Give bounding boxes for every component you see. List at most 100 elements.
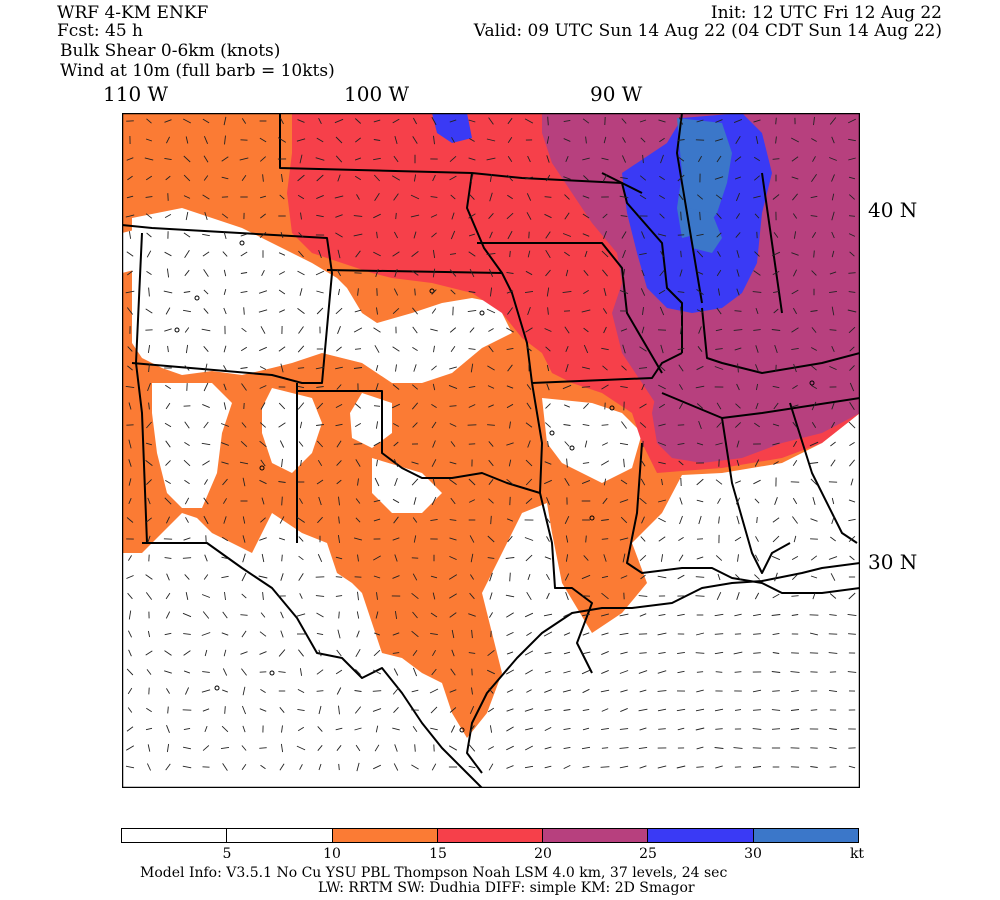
- wind-barb: [640, 288, 646, 296]
- wind-barb: [335, 595, 343, 597]
- wind-barb: [260, 764, 266, 770]
- wind-barb: [223, 649, 227, 657]
- wind-barb: [202, 118, 210, 124]
- wind-barb: [658, 651, 666, 655]
- wind-barb: [223, 498, 227, 504]
- wind-barb: [582, 727, 590, 731]
- wind-barb: [772, 517, 780, 523]
- wind-barb: [183, 650, 191, 656]
- wind-barb: [565, 346, 569, 352]
- wind-barb: [411, 402, 419, 410]
- wind-barb: [581, 366, 591, 370]
- wind-barb: [127, 707, 133, 713]
- wind-barb: [811, 422, 817, 428]
- wind-barb: [639, 194, 647, 200]
- wind-barb: [546, 536, 550, 542]
- colorbar-unit: kt: [849, 846, 865, 862]
- wind-barb: [278, 252, 286, 256]
- wind-barb: [678, 117, 684, 125]
- wind-barb: [224, 135, 226, 145]
- wind-barb: [316, 402, 324, 410]
- wind-barb: [489, 287, 493, 297]
- wind-barb: [603, 478, 607, 486]
- wind-barb: [524, 745, 534, 751]
- wind-barb: [714, 633, 724, 635]
- valid-time: Valid: 09 UTC Sun 14 Aug 22 (04 CDT Sun …: [473, 21, 942, 41]
- wind-barbs: [125, 116, 857, 772]
- wind-barb: [488, 479, 494, 485]
- wind-barb: [412, 517, 418, 523]
- wind-barb: [697, 346, 703, 352]
- wind-barb: [678, 364, 684, 372]
- wind-barb: [772, 385, 780, 389]
- wind-barb: [658, 289, 666, 295]
- wind-barb: [791, 176, 799, 180]
- wind-barb: [337, 174, 341, 182]
- wind-barb: [543, 631, 553, 637]
- wind-barb: [696, 671, 704, 673]
- wind-barb: [412, 726, 418, 732]
- wind-barb: [448, 384, 458, 390]
- wind-barb: [353, 327, 363, 333]
- wind-barb: [373, 327, 381, 333]
- wind-barb: [638, 746, 648, 750]
- wind-barb: [184, 421, 190, 429]
- wind-barb: [146, 517, 152, 523]
- wind-barb: [392, 537, 400, 541]
- wind-barb: [792, 421, 798, 429]
- wind-barb: [201, 328, 211, 332]
- wind-barb: [774, 497, 778, 505]
- wind-barb: [525, 176, 533, 180]
- wind-barb: [430, 612, 438, 618]
- wind-barb: [810, 310, 818, 312]
- wind-barb: [791, 556, 799, 560]
- wind-barb: [259, 479, 267, 485]
- wind-barb: [202, 460, 210, 466]
- wind-barb: [279, 194, 285, 200]
- wind-barb: [392, 652, 400, 654]
- wind-barb: [468, 385, 476, 389]
- wind-barb: [737, 554, 739, 562]
- wind-barb: [562, 290, 572, 294]
- wind-barb: [638, 595, 648, 597]
- wind-barb: [525, 669, 533, 675]
- wind-barb: [488, 404, 494, 408]
- wind-barb: [335, 556, 343, 560]
- wind-barb: [128, 231, 132, 239]
- wind-barb: [755, 383, 759, 391]
- wind-barb: [355, 517, 361, 523]
- wind-barb: [240, 614, 248, 616]
- wind-barb: [395, 212, 397, 220]
- wind-barb: [811, 401, 817, 411]
- wind-barb: [299, 288, 303, 296]
- wind-barb: [581, 479, 591, 485]
- wind-barb: [240, 233, 248, 237]
- weak-shear-patch: [152, 383, 232, 508]
- wind-barb: [657, 499, 667, 503]
- wind-barb: [679, 325, 683, 335]
- wind-barb: [373, 764, 381, 770]
- wind-barb: [373, 499, 381, 503]
- wind-barb: [318, 705, 322, 715]
- wind-barb: [126, 251, 134, 257]
- wind-barb: [581, 669, 591, 675]
- wind-barb: [566, 458, 568, 468]
- wind-barb: [165, 440, 171, 448]
- wind-barb: [639, 119, 647, 123]
- wind-barb: [223, 269, 227, 277]
- wind-barb: [316, 137, 324, 143]
- wind-barb: [524, 290, 534, 294]
- wind-barb: [544, 556, 552, 560]
- wind-barb: [240, 272, 248, 274]
- wind-barb: [790, 709, 800, 711]
- wind-barb: [432, 249, 436, 259]
- wind-barb: [374, 477, 380, 487]
- wind-barb: [657, 708, 667, 712]
- wind-barb: [831, 174, 835, 182]
- wind-barb: [201, 689, 211, 693]
- wind-barb: [526, 632, 532, 636]
- wind-barb: [489, 592, 493, 600]
- wind-barb: [353, 367, 363, 369]
- station-markers: [174, 240, 815, 733]
- wind-barb: [525, 478, 533, 486]
